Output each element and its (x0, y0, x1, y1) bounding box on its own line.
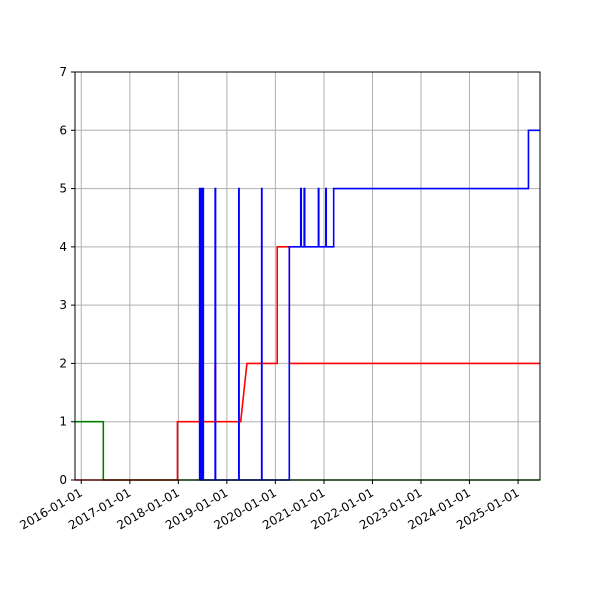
series-line-3 (198, 129, 540, 481)
y-tick-label: 5 (59, 182, 67, 196)
y-tick-label: 3 (59, 298, 67, 312)
y-tick-label: 6 (59, 123, 67, 137)
y-tick-label: 0 (59, 473, 67, 487)
y-axis: 0 1 2 3 4 5 6 7 (59, 65, 75, 487)
y-tick-label: 7 (59, 65, 67, 79)
y-tick-label: 4 (59, 240, 67, 254)
plot-frame (74, 71, 541, 481)
y-tick-label: 1 (59, 415, 67, 429)
y-tick-label: 2 (59, 356, 67, 370)
